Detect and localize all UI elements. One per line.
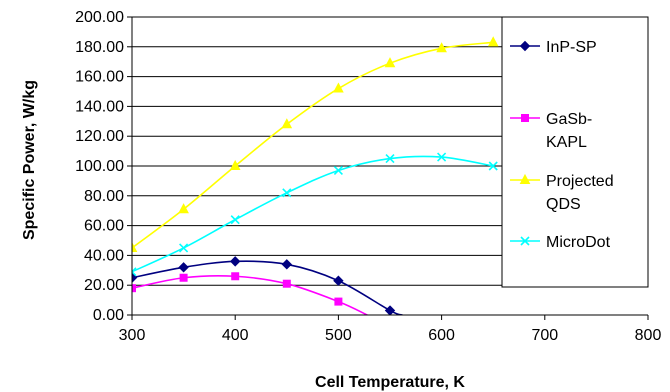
data-point-gasb-kapl <box>282 279 291 288</box>
legend-label: InP-SP <box>546 39 597 56</box>
y-axis-ticks: 0.00 20.00 40.00 60.00 80.00 100.00 120.00 140.… <box>75 9 132 324</box>
y-tick-label: 40.00 <box>84 247 124 264</box>
data-point-projected-qds <box>487 36 499 47</box>
data-point-microdot <box>132 267 137 277</box>
y-tick-label: 180.00 <box>75 39 124 56</box>
series-line-microdot <box>132 155 494 273</box>
series-line-inp-sp <box>132 260 403 315</box>
y-tick-label: 140.00 <box>75 98 124 115</box>
data-point-inp-sp <box>229 256 241 267</box>
legend-marker <box>521 114 529 122</box>
x-tick-label: 400 <box>222 327 249 344</box>
legend: InP-SP GaSb- KAPL Projected QDS MicroDot <box>501 16 649 288</box>
data-point-inp-sp <box>384 305 396 315</box>
data-point-projected-qds <box>436 42 447 53</box>
data-point-projected-qds <box>333 82 344 93</box>
legend-label: QDS <box>546 196 581 213</box>
legend-label: KAPL <box>546 134 587 151</box>
x-tick-label: 500 <box>325 327 352 344</box>
y-axis-title: Specific Power, W/kg <box>21 80 38 240</box>
data-point-projected-qds <box>384 57 396 68</box>
y-tick-label: 20.00 <box>84 277 124 294</box>
series-inp-sp <box>132 256 403 315</box>
data-point-inp-sp <box>132 272 138 283</box>
x-tick-label: 700 <box>531 327 558 344</box>
legend-marker <box>519 173 531 184</box>
legend-label: MicroDot <box>546 234 611 251</box>
x-axis-ticks: 300 400 500 600 700 800 <box>119 315 662 344</box>
y-tick-label: 200.00 <box>75 9 124 26</box>
data-point-microdot <box>437 152 447 162</box>
legend-label: Projected <box>546 173 614 190</box>
data-point-gasb-kapl <box>132 284 136 293</box>
data-point-microdot <box>282 188 292 198</box>
data-point-projected-qds <box>178 203 189 214</box>
y-tick-label: 0.00 <box>93 307 124 324</box>
y-tick-label: 60.00 <box>84 218 124 235</box>
y-tick-label: 160.00 <box>75 69 124 86</box>
legend-label: GaSb- <box>546 111 592 128</box>
legend-entry-inp-sp: InP-SP <box>510 39 597 56</box>
legend-entry-projected-qds: Projected QDS <box>510 173 614 213</box>
legend-marker <box>520 236 530 246</box>
data-point-projected-qds <box>132 241 138 252</box>
y-tick-label: 120.00 <box>75 128 124 145</box>
series-line-projected-qds <box>132 41 494 249</box>
legend-entry-microdot: MicroDot <box>510 234 611 251</box>
data-point-microdot <box>333 165 343 176</box>
data-point-gasb-kapl <box>179 273 188 282</box>
data-point-microdot <box>179 243 189 253</box>
axes <box>131 17 648 316</box>
data-point-microdot <box>385 153 395 164</box>
data-point-projected-qds <box>229 159 241 170</box>
series-microdot <box>132 152 498 277</box>
y-tick-label: 100.00 <box>75 158 124 175</box>
x-tick-label: 300 <box>119 327 146 344</box>
plot-series <box>132 36 499 315</box>
data-point-projected-qds <box>281 118 293 129</box>
x-tick-label: 600 <box>428 327 455 344</box>
data-point-inp-sp <box>333 275 344 286</box>
data-point-microdot <box>230 215 240 225</box>
legend-marker <box>519 40 531 52</box>
x-axis-title: Cell Temperature, K <box>315 374 465 391</box>
y-tick-label: 80.00 <box>84 188 124 205</box>
data-point-inp-sp <box>178 262 189 273</box>
data-point-gasb-kapl <box>334 297 343 306</box>
legend-entry-gasb-kapl: GaSb- KAPL <box>510 111 592 151</box>
series-line-gasb-kapl <box>132 274 368 315</box>
x-tick-label: 800 <box>635 327 662 344</box>
data-point-inp-sp <box>281 259 293 270</box>
data-point-microdot <box>488 161 498 171</box>
series-projected-qds <box>132 36 499 252</box>
data-point-gasb-kapl <box>231 272 240 281</box>
series-gasb-kapl <box>132 272 368 315</box>
